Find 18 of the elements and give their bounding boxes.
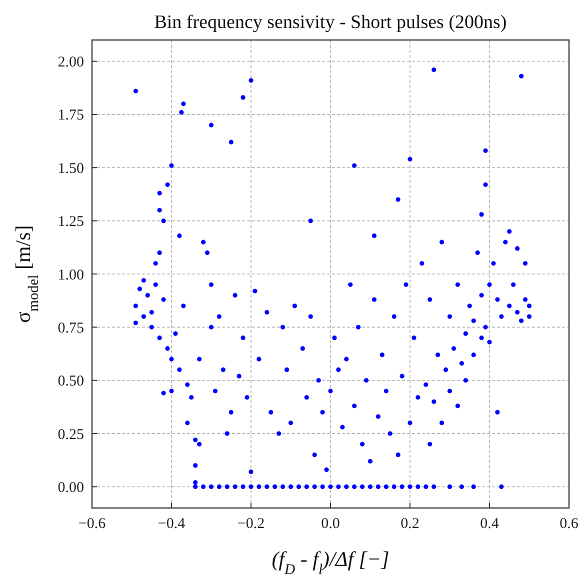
- y-tick-label: 1.25: [58, 214, 84, 230]
- x-tick-label: −0.4: [158, 516, 186, 532]
- y-tick-label: 1.50: [58, 160, 84, 177]
- x-tick-label: 0.4: [480, 516, 500, 532]
- y-tick-label: 1.75: [58, 108, 84, 124]
- x-tick-label: 0.6: [560, 516, 579, 532]
- y-tick-label: 0.25: [58, 426, 84, 443]
- x-tick-label: 0.2: [400, 516, 420, 532]
- y-tick-label: 1.00: [58, 267, 84, 284]
- x-axis-title: (f$_{D}$ - f$_{l}$)/Δf [−]: [272, 547, 390, 578]
- x-tick-label: 0.0: [321, 516, 340, 532]
- y-tick-label: 0.50: [58, 374, 84, 390]
- x-tick-label: −0.2: [237, 516, 265, 532]
- chart-title: Bin frequency sensivity - Short pulses (200ns): [154, 12, 507, 33]
- x-tick-label: −0.6: [78, 516, 106, 532]
- y-tick-label: 0.00: [58, 480, 84, 496]
- y-tick-label: 0.75: [58, 320, 84, 336]
- y-tick-label: 2.00: [58, 54, 84, 71]
